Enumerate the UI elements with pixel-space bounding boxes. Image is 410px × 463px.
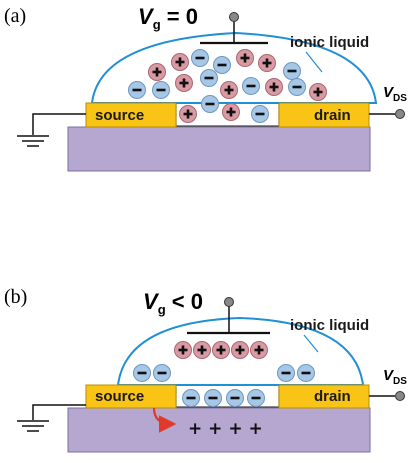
anion-ion — [247, 389, 265, 407]
anion-ion — [133, 364, 151, 382]
panel-b-gate-voltage: Vg < 0 — [143, 289, 203, 317]
anion-ion — [182, 389, 200, 407]
panel-a-ionic-liquid-label: ionic liquid — [290, 34, 369, 51]
panel-a-ionic-liquid-leader — [305, 51, 323, 73]
anion-ion — [213, 56, 231, 74]
panel-a-substrate — [67, 126, 371, 172]
anion-ion — [153, 364, 171, 382]
anion-ion — [226, 389, 244, 407]
panel-a-source-label: source — [95, 107, 144, 124]
cation-ion — [171, 53, 189, 71]
anion-ion — [204, 389, 222, 407]
panel-b-ground-wire — [32, 404, 86, 420]
anion-ion — [251, 105, 269, 123]
panel-b-ionic-liquid-label: ionic liquid — [290, 317, 369, 334]
panel-b-carrier-injection-arrow — [152, 407, 177, 433]
cation-ion — [250, 341, 268, 359]
cation-ion — [193, 341, 211, 359]
panel-a-drain-electrode — [278, 102, 370, 128]
panel-b-gate-terminal — [224, 297, 234, 307]
panel-a-gate-symbol: V — [138, 4, 155, 29]
panel-a-gate-terminal — [229, 12, 239, 22]
cation-ion — [309, 83, 327, 101]
panel-a-source-electrode — [85, 102, 177, 128]
panel-b-drain-voltage-symbol: V — [383, 367, 395, 384]
panel-b-source-electrode — [85, 384, 177, 409]
panel-b-drain-terminal — [395, 391, 405, 401]
panel-a-gate-subscript: g — [153, 17, 161, 32]
panel-b-substrate — [67, 407, 371, 453]
cation-ion — [231, 341, 249, 359]
panel-a-drain-voltage: VDS — [383, 84, 407, 104]
cation-ion — [174, 341, 192, 359]
anion-ion — [200, 69, 218, 87]
panel-b-gate-relation: < 0 — [166, 289, 203, 314]
panel-b-ions — [133, 341, 315, 407]
panel-a-drain-voltage-symbol: V — [383, 84, 395, 101]
panel-a-gate-relation: = 0 — [161, 4, 198, 29]
anion-ion — [288, 78, 306, 96]
cation-ion — [265, 78, 283, 96]
anion-ion — [283, 62, 301, 80]
cation-ion — [175, 74, 193, 92]
anion-ion — [277, 364, 295, 382]
panel-a-ions — [128, 49, 327, 123]
panel-a-drain-voltage-subscript: DS — [393, 93, 407, 104]
anion-ion — [191, 49, 209, 67]
panel-b: (b) source drain Vg < 0 ionic liquid VDS — [4, 286, 407, 453]
cation-ion — [220, 81, 238, 99]
panel-a: (a) source drain Vg = 0 ionic liquid VDS — [4, 4, 407, 172]
panel-b-ionic-liquid-leader — [303, 334, 319, 353]
anion-ion — [152, 81, 170, 99]
panel-b-gate-symbol: V — [143, 289, 160, 314]
cation-ion — [212, 341, 230, 359]
panel-b-tag: (b) — [4, 286, 27, 308]
panel-a-tag: (a) — [4, 5, 26, 27]
anion-ion — [242, 77, 260, 95]
panel-b-drain-voltage-subscript: DS — [393, 376, 407, 387]
panel-b-drain-label: drain — [314, 388, 351, 405]
cation-ion — [236, 49, 254, 67]
panel-a-drain-label: drain — [314, 107, 351, 124]
panel-b-channel-charges: + + + + — [188, 419, 263, 439]
anion-ion — [128, 81, 146, 99]
panel-a-ground-wire — [32, 113, 86, 135]
panel-b-source-label: source — [95, 388, 144, 405]
anion-ion — [297, 364, 315, 382]
panel-b-drain-voltage: VDS — [383, 367, 407, 387]
cation-ion — [148, 63, 166, 81]
anion-ion — [201, 95, 219, 113]
cation-ion — [222, 103, 240, 121]
cation-ion — [258, 54, 276, 72]
panel-a-gate-voltage: Vg = 0 — [138, 4, 198, 32]
panel-a-drain-terminal — [395, 109, 405, 119]
panel-b-gate-subscript: g — [158, 302, 166, 317]
cation-ion — [179, 105, 197, 123]
